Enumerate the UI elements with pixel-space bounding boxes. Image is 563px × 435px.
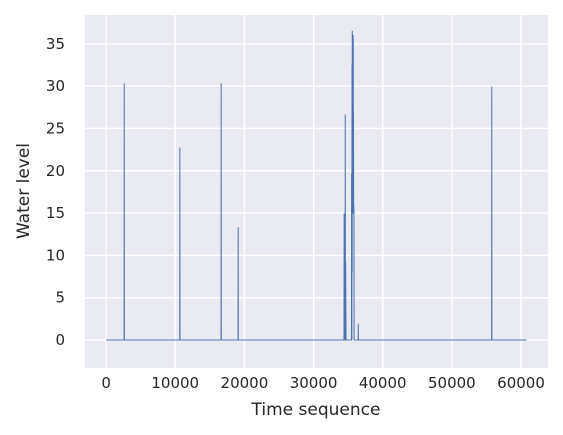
x-axis-title: Time sequence <box>251 400 381 420</box>
x-tick-label: 40000 <box>359 374 407 392</box>
y-tick-label: 15 <box>46 204 65 222</box>
x-axis-ticks: 0 10000 20000 30000 40000 50000 60000 <box>101 374 545 392</box>
y-tick-label: 30 <box>46 77 65 95</box>
x-tick-label: 50000 <box>428 374 476 392</box>
x-tick-label: 0 <box>101 374 111 392</box>
y-tick-label: 5 <box>55 289 65 307</box>
y-tick-label: 20 <box>46 162 65 180</box>
series-group <box>106 30 527 341</box>
y-tick-label: 10 <box>46 246 65 264</box>
y-tick-label: 25 <box>46 119 65 137</box>
x-tick-label: 10000 <box>151 374 199 392</box>
y-tick-label: 0 <box>55 331 65 349</box>
series-line <box>106 30 527 341</box>
plot-background <box>85 15 548 368</box>
y-axis-title: Water level <box>14 143 34 239</box>
x-tick-label: 30000 <box>290 374 338 392</box>
x-tick-label: 60000 <box>497 374 545 392</box>
y-axis-ticks: 0 5 10 15 20 25 30 35 <box>46 35 65 349</box>
x-tick-label: 20000 <box>221 374 269 392</box>
y-tick-label: 35 <box>46 35 65 53</box>
grid <box>85 15 548 368</box>
